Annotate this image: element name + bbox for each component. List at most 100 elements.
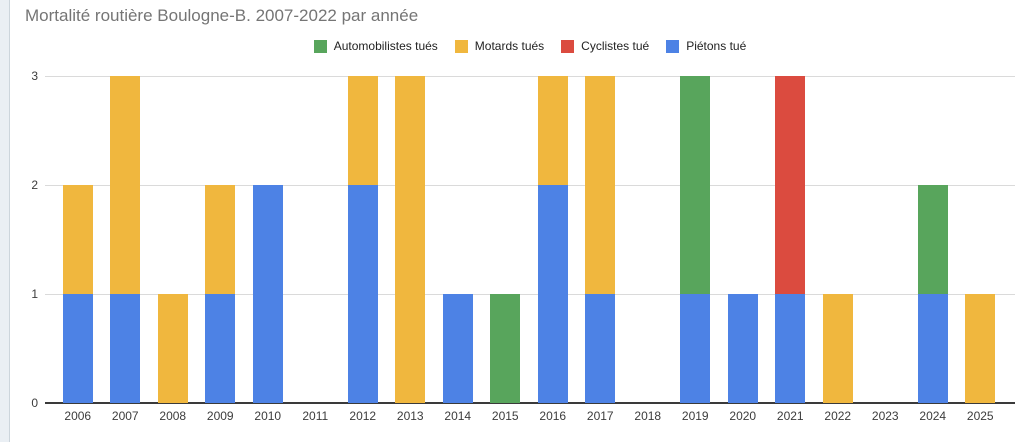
x-tick-label: 2021: [776, 409, 804, 423]
x-tick-label: 2011: [302, 409, 329, 423]
stacked-bar: [537, 76, 568, 403]
chart-title: Mortalité routière Boulogne-B. 2007-2022…: [25, 6, 419, 25]
bar-segment[interactable]: [62, 185, 93, 294]
x-tick-label: 2020: [729, 409, 757, 423]
x-tick-label: 2017: [586, 409, 614, 423]
legend-swatch-icon: [561, 39, 575, 53]
bar-columns: 2006 2007 2008 2009 2010 2011 2012 2013 2014 2015…: [54, 76, 1005, 423]
legend-label: Automobilistes tués: [333, 39, 438, 53]
stacked-bar: [490, 76, 521, 403]
stacked-bar: [252, 76, 283, 403]
stacked-bar: [870, 76, 900, 403]
bar-segment[interactable]: [727, 294, 758, 403]
bar-segment[interactable]: [537, 185, 568, 403]
bar-segment[interactable]: [775, 294, 806, 403]
x-axis-line: [45, 402, 1015, 404]
x-tick-label: 2008: [159, 409, 187, 423]
bar-group-2006: 2006: [54, 76, 102, 423]
bar-segment[interactable]: [110, 294, 141, 403]
bar-segment[interactable]: [822, 294, 853, 403]
y-tick-label: 0: [31, 396, 38, 410]
x-tick-label: 2015: [491, 409, 519, 423]
x-tick-label: 2022: [824, 409, 852, 423]
gridline: [45, 294, 1015, 296]
x-tick-label: 2014: [444, 409, 472, 423]
bar-segment[interactable]: [585, 294, 616, 403]
bar-segment[interactable]: [680, 294, 711, 403]
legend-item: Piétons tué: [666, 39, 746, 53]
bar-segment[interactable]: [157, 294, 188, 403]
legend-swatch-icon: [313, 39, 327, 53]
bar-segment[interactable]: [205, 294, 236, 403]
stacked-bar: [680, 76, 711, 403]
bar-group-2015: 2015: [482, 76, 530, 423]
bar-group-2013: 2013: [387, 76, 435, 423]
bar-group-2025: 2025: [957, 76, 1005, 423]
bar-group-2008: 2008: [149, 76, 197, 423]
bar-segment[interactable]: [395, 76, 426, 403]
stacked-bar: [395, 76, 426, 403]
bar-segment[interactable]: [585, 76, 616, 294]
bar-segment[interactable]: [347, 76, 378, 185]
stacked-bar: [727, 76, 758, 403]
bar-group-2009: 2009: [197, 76, 245, 423]
stacked-bar: [633, 76, 663, 403]
bar-group-2023: 2023: [862, 76, 910, 423]
x-tick-label: 2012: [349, 409, 377, 423]
bar-segment[interactable]: [252, 185, 283, 403]
stacked-bar: [822, 76, 853, 403]
bar-segment[interactable]: [205, 185, 236, 294]
x-tick-label: 2024: [919, 409, 947, 423]
bar-segment[interactable]: [537, 76, 568, 185]
legend-label: Motards tués: [474, 39, 545, 53]
bar-segment[interactable]: [347, 185, 378, 403]
stacked-bar: [157, 76, 188, 403]
stacked-bar: [965, 76, 996, 403]
x-tick-label: 2009: [206, 409, 234, 423]
bar-segment[interactable]: [965, 294, 996, 403]
stacked-bar: [205, 76, 236, 403]
stacked-bar: [775, 76, 806, 403]
bar-group-2014: 2014: [434, 76, 482, 423]
x-tick-label: 2023: [871, 409, 899, 423]
bar-group-2012: 2012: [339, 76, 387, 423]
bar-group-2019: 2019: [672, 76, 720, 423]
x-tick-label: 2025: [966, 409, 994, 423]
y-tick-label: 3: [31, 69, 38, 83]
x-tick-label: 2006: [64, 409, 92, 423]
y-axis: 0 1 2 3: [0, 70, 38, 409]
x-tick-label: 2019: [681, 409, 709, 423]
stacked-bar: [347, 76, 378, 403]
stacked-bar: [585, 76, 616, 403]
legend-swatch-icon: [454, 39, 468, 53]
bar-group-2010: 2010: [244, 76, 292, 423]
gridline: [45, 185, 1015, 187]
legend-item: Motards tués: [454, 39, 545, 53]
bar-segment[interactable]: [490, 294, 521, 403]
legend-label: Cyclistes tué: [581, 39, 650, 53]
bar-group-2011: 2011: [292, 76, 340, 423]
bar-segment[interactable]: [917, 294, 948, 403]
bar-segment[interactable]: [110, 76, 141, 294]
x-tick-label: 2016: [539, 409, 567, 423]
legend-item: Automobilistes tués: [313, 39, 438, 53]
x-tick-label: 2018: [634, 409, 662, 423]
bar-group-2022: 2022: [814, 76, 862, 423]
legend-item: Cyclistes tué: [561, 39, 649, 53]
bar-segment[interactable]: [775, 76, 806, 294]
stacked-bar: [62, 76, 93, 403]
plot-area: [45, 76, 1015, 404]
bar-segment[interactable]: [442, 294, 473, 403]
bar-segment[interactable]: [917, 185, 948, 294]
y-tick-label: 1: [31, 287, 38, 301]
bar-segment[interactable]: [62, 294, 93, 403]
stacked-bar: [110, 76, 141, 403]
x-tick-label: 2013: [396, 409, 424, 423]
chart-legend: Automobilistes tués Motards tués Cyclistes…: [45, 39, 1015, 53]
bar-group-2007: 2007: [102, 76, 150, 423]
y-tick-label: 2: [31, 178, 38, 192]
bar-segment[interactable]: [680, 76, 711, 294]
x-tick-label: 2007: [111, 409, 139, 423]
bar-group-2016: 2016: [529, 76, 577, 423]
